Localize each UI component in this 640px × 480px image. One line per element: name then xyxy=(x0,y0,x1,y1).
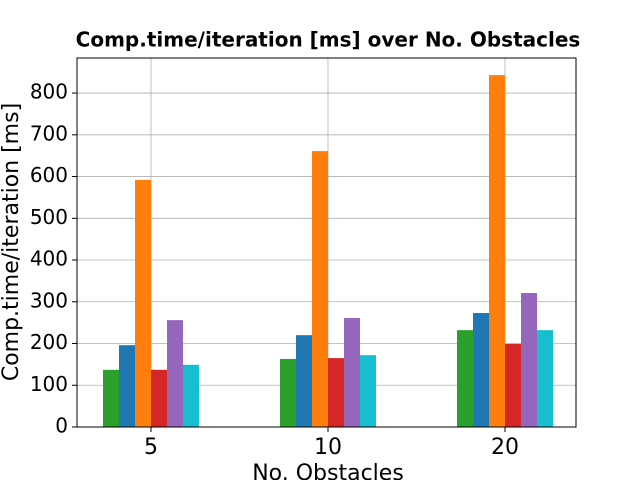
bar xyxy=(151,369,167,427)
plot-frame xyxy=(76,57,577,428)
bar xyxy=(505,343,521,427)
bar xyxy=(360,355,376,427)
y-tick-label: 100 xyxy=(30,372,68,396)
x-axis-label: No. Obstacles xyxy=(252,461,404,480)
y-tick-label: 400 xyxy=(30,247,68,271)
bar xyxy=(489,75,505,427)
chart-title: Comp.time/iteration [ms] over No. Obstac… xyxy=(76,28,581,52)
bar xyxy=(183,364,199,427)
bar xyxy=(280,358,296,427)
bar xyxy=(312,151,328,427)
x-tick-label: 20 xyxy=(491,435,519,460)
y-tick-label: 800 xyxy=(30,80,68,104)
bar xyxy=(473,313,489,427)
x-tick-label: 10 xyxy=(314,435,342,460)
y-tick-label: 0 xyxy=(55,414,68,438)
y-tick-label: 700 xyxy=(30,121,68,145)
y-tick-label: 600 xyxy=(30,163,68,187)
y-axis-label: Comp.time/iteration [ms] xyxy=(0,103,24,381)
bar xyxy=(344,318,360,427)
bar xyxy=(537,330,553,427)
bar xyxy=(135,179,151,427)
y-tick-label: 500 xyxy=(30,205,68,229)
bar xyxy=(103,369,119,427)
bar xyxy=(457,330,473,427)
bar xyxy=(296,335,312,427)
y-tick-label: 200 xyxy=(30,330,68,354)
y-tick-label: 300 xyxy=(30,288,68,312)
bar xyxy=(521,293,537,427)
bar xyxy=(167,320,183,427)
bar xyxy=(119,345,135,427)
bar xyxy=(328,358,344,427)
x-tick-label: 5 xyxy=(144,435,158,460)
